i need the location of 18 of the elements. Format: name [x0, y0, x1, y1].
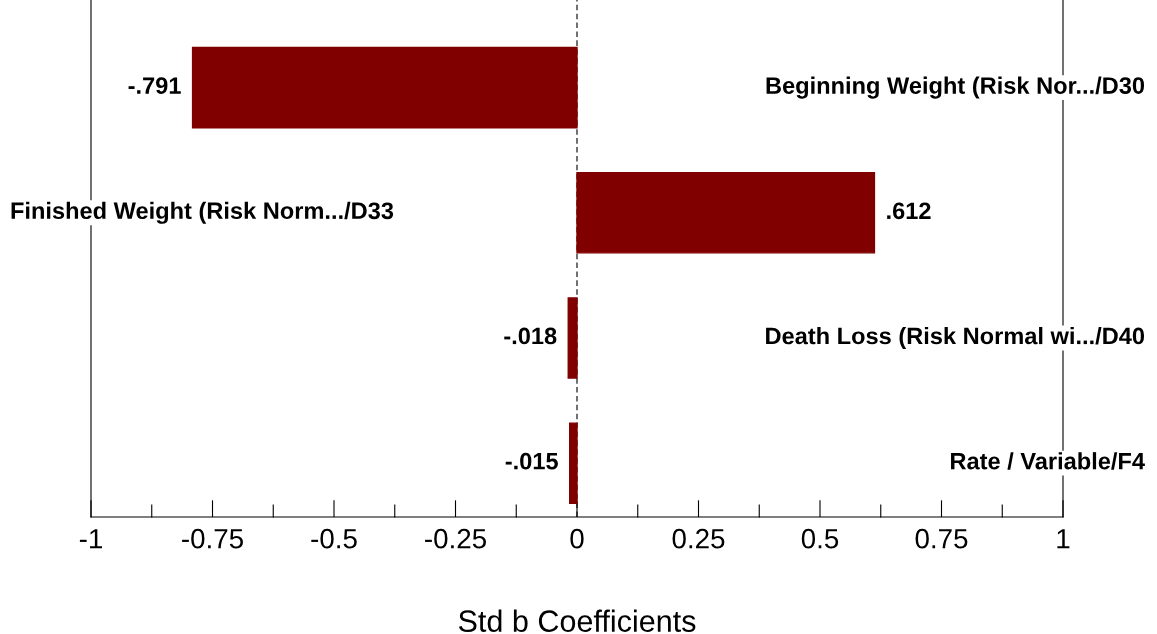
y-tick-label: Death Loss (Risk Normal wi.../D40	[766, 326, 1145, 349]
x-tick-label: 0.25	[672, 528, 725, 549]
data-label: -.015	[505, 452, 558, 470]
data-label: -.791	[128, 77, 181, 94]
x-tick-label: -0.25	[425, 528, 486, 549]
data-label: -.018	[504, 327, 557, 345]
x-axis-title: Std b Coefficients	[458, 609, 696, 632]
x-tick-label: 0.5	[801, 528, 839, 549]
x-tick-label: 0.75	[915, 528, 968, 549]
y-tick-label: Rate / Variable/F4	[951, 452, 1145, 470]
x-tick-label: -0.75	[182, 528, 243, 549]
x-tick-label: 0	[570, 528, 584, 549]
x-tick-label: 1	[1057, 529, 1070, 549]
data-label: .612	[887, 202, 931, 220]
x-tick-label: -0.5	[311, 528, 357, 549]
x-tick-label: -1	[79, 529, 102, 549]
y-tick-label: Beginning Weight (Risk Nor.../D30	[766, 76, 1145, 99]
y-tick-label: Finished Weight (Risk Norm.../D33	[11, 201, 394, 224]
